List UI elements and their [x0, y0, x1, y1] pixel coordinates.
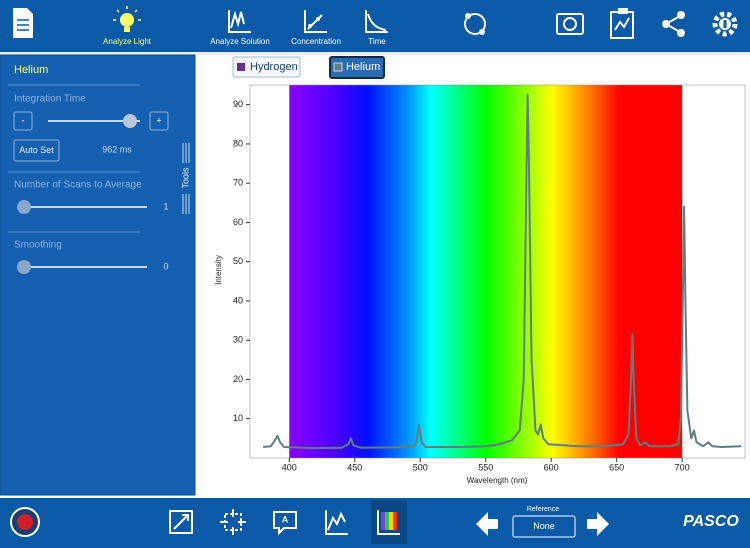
slider-knob[interactable] [123, 114, 137, 128]
run-label: Hydrogen [250, 61, 298, 73]
annotation-button[interactable]: A [273, 511, 297, 536]
spectrum-button[interactable] [371, 500, 407, 544]
y-tick-label: 30 [233, 335, 243, 345]
x-tick-label: 500 [413, 462, 428, 472]
curve-fit-button[interactable] [325, 510, 348, 535]
sidebar-title: Helium [14, 64, 48, 76]
y-tick-label: 10 [233, 413, 243, 423]
x-tick-label: 400 [282, 462, 297, 472]
record-button[interactable] [10, 507, 40, 537]
button-label: + [156, 115, 161, 125]
next-reference-button[interactable] [587, 512, 609, 536]
section-label: Smoothing [14, 240, 62, 251]
y-tick-label: 40 [233, 295, 243, 305]
x-tick-label: 650 [609, 462, 624, 472]
plus-button[interactable]: + [149, 111, 169, 131]
time-tab[interactable]: Time [365, 10, 388, 46]
sidebar [0, 54, 196, 496]
plot-frame [249, 84, 746, 459]
tab-label: Analyze Light [103, 37, 152, 46]
y-tick-label: 80 [233, 138, 243, 148]
tab-label: Concentration [291, 37, 341, 46]
button-label: Auto Set [19, 145, 54, 155]
tools-tab[interactable]: Tools [180, 143, 190, 214]
divider [0, 52, 750, 55]
camera-button[interactable] [556, 13, 584, 35]
y-tick-label: 20 [233, 374, 243, 384]
spectrum-band [289, 85, 683, 458]
coordinates-button[interactable] [220, 509, 246, 535]
y-tick-label: 60 [233, 217, 243, 227]
journal-button[interactable] [610, 8, 634, 39]
share-button[interactable] [662, 11, 685, 37]
run-label: Helium [346, 61, 380, 73]
y-axis-label: Intensity [214, 255, 223, 285]
minus-button[interactable]: - [13, 111, 33, 131]
y-tick-label: 70 [233, 178, 243, 188]
analyze-light-tab[interactable]: Analyze Light [103, 6, 152, 46]
analyze-solution-tab[interactable]: Analyze Solution [210, 10, 270, 46]
smoothing-value: 0 [163, 261, 168, 271]
x-axis-label: Wavelength (nm) [467, 476, 528, 485]
spectrum-line [262, 93, 742, 450]
auto-set-button[interactable]: Auto Set [13, 139, 60, 162]
x-tick-label: 600 [544, 462, 559, 472]
slider-knob[interactable] [17, 200, 31, 214]
integration-value: 962 ms [102, 144, 132, 154]
section-label: Integration Time [14, 94, 86, 105]
reference-label: Reference [527, 506, 559, 513]
section-label: Number of Scans to Average [14, 180, 142, 191]
x-tick-label: 450 [347, 462, 362, 472]
scale-button[interactable] [169, 510, 193, 534]
x-tick-label: 700 [675, 462, 690, 472]
settings-button[interactable] [712, 11, 738, 37]
x-tick-label: 550 [478, 462, 493, 472]
slider-knob[interactable] [17, 260, 31, 274]
y-tick-label: 50 [233, 256, 243, 266]
hydrogen-run-button[interactable]: Hydrogen [232, 56, 301, 78]
y-tick-label: 90 [233, 99, 243, 109]
reference-value: None [533, 521, 555, 531]
tools-label: Tools [180, 167, 190, 189]
concentration-tab[interactable]: Concentration [291, 10, 341, 46]
previous-reference-button[interactable] [476, 512, 498, 536]
button-label: - [22, 115, 25, 125]
document-button[interactable] [13, 8, 33, 38]
scans-value: 1 [163, 201, 168, 211]
svg-text:A: A [282, 514, 289, 524]
refresh-button[interactable] [464, 13, 486, 35]
helium-run-button[interactable]: Helium [329, 56, 385, 79]
reference-selector[interactable]: None [512, 515, 576, 538]
tab-label: Analyze Solution [210, 37, 270, 46]
brand-logo: PASCO [683, 513, 739, 530]
tab-label: Time [368, 37, 386, 46]
